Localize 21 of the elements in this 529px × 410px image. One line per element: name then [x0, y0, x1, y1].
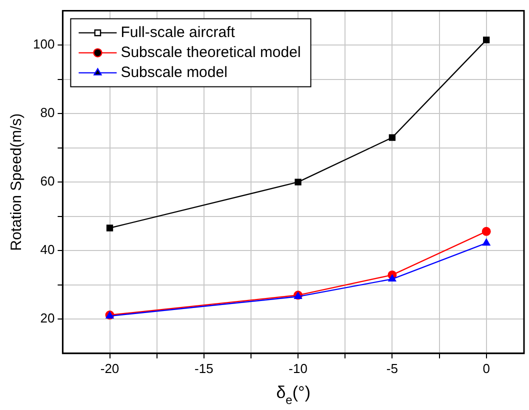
x-tick-label: 0 — [482, 360, 490, 376]
point — [106, 224, 114, 232]
y-axis-title: Rotation Speed(m/s) — [8, 113, 26, 251]
x-tick-label: -20 — [100, 360, 120, 376]
y-tick-label: 60 — [40, 174, 55, 189]
x-tick-label: -10 — [288, 360, 308, 376]
legend-label: Subscale theoretical model — [120, 44, 301, 61]
point — [388, 134, 396, 141]
point — [482, 226, 491, 236]
y-tick-label: 80 — [40, 105, 55, 120]
point — [483, 36, 490, 44]
point — [482, 238, 490, 246]
legend-label: Full-scale aircraft — [120, 24, 236, 41]
x-tick-label: -5 — [386, 360, 398, 376]
point — [388, 274, 396, 282]
legend-label: Subscale model — [120, 64, 228, 81]
y-tick-label: 100 — [32, 36, 55, 52]
point — [294, 178, 302, 186]
y-tick-label: 40 — [40, 242, 55, 258]
x-tick-label: -15 — [194, 360, 214, 376]
y-tick-label: 20 — [40, 310, 55, 326]
